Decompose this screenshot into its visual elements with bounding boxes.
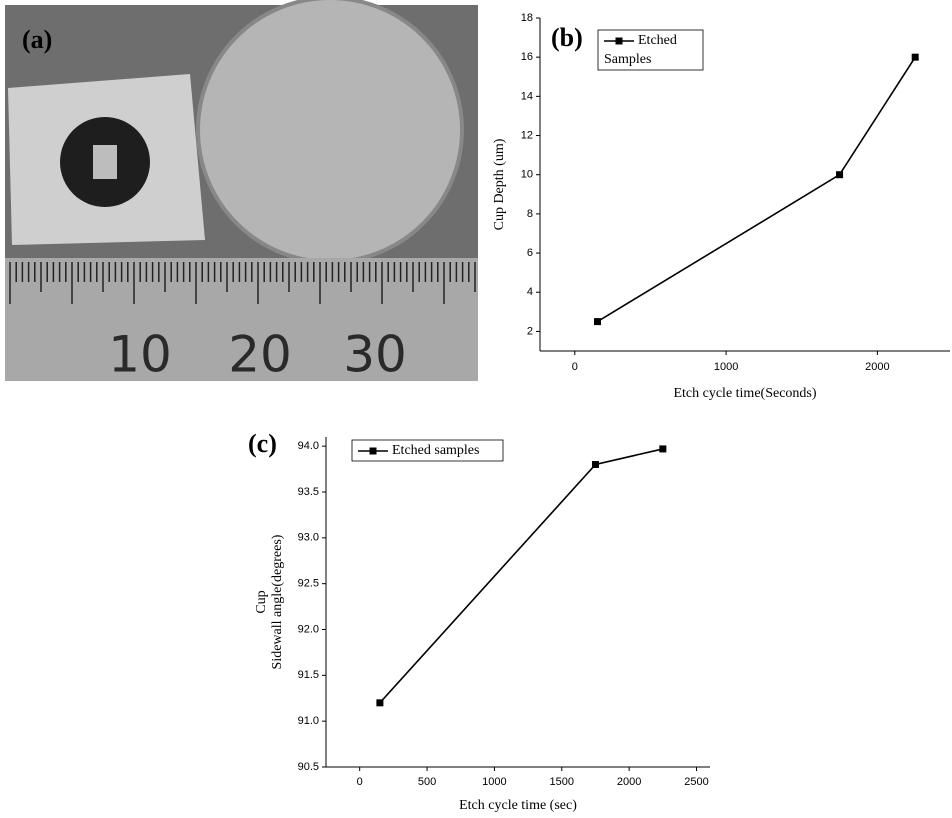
y-axis-label: Cup Depth (um) — [492, 138, 507, 230]
data-point — [836, 171, 843, 178]
x-tick-label: 2000 — [865, 361, 889, 373]
x-tick-label: 2000 — [617, 776, 641, 788]
y-tick-label: 14 — [521, 90, 533, 102]
data-point — [659, 445, 666, 452]
photo-square — [93, 145, 117, 179]
y-tick-label: 18 — [521, 12, 533, 24]
x-tick-label: 0 — [572, 361, 578, 373]
x-tick-label: 1500 — [550, 776, 574, 788]
y-tick-label: 91.0 — [298, 715, 319, 727]
y-tick-label: 10 — [521, 169, 533, 181]
figure: (a) 10 20 30 (b) 2 4 6 8 10 12 14 16 18 0 1000 2000 E… — [0, 0, 952, 818]
ruler-label: 20 — [228, 326, 292, 384]
y-tick-label: 6 — [527, 247, 533, 259]
ruler-label: 10 — [108, 326, 172, 384]
x-axis-label: Etch cycle time(Seconds) — [673, 386, 816, 401]
y-axis-label: Cup — [254, 590, 269, 613]
legend-marker — [616, 38, 623, 45]
x-tick-label: 500 — [418, 776, 436, 788]
data-point — [592, 461, 599, 468]
data-point — [594, 318, 601, 325]
data-point — [376, 699, 383, 706]
panel-label: (c) — [248, 429, 277, 458]
y-tick-label: 91.5 — [298, 669, 319, 681]
x-tick-label: 1000 — [482, 776, 506, 788]
x-tick-label: 2500 — [684, 776, 708, 788]
panel-label: (a) — [22, 25, 52, 54]
y-tick-label: 90.5 — [298, 761, 319, 773]
y-tick-label: 2 — [527, 325, 533, 337]
page: (a) 10 20 30 (b) 2 4 6 8 10 12 14 16 18 0 1000 2000 E… — [0, 0, 952, 818]
x-tick-label: 1000 — [714, 361, 738, 373]
y-tick-label: 8 — [527, 208, 533, 220]
photo-coin — [198, 0, 462, 262]
x-axis-label: Etch cycle time (sec) — [459, 798, 577, 813]
ruler-label: 30 — [343, 326, 407, 384]
y-tick-label: 94.0 — [298, 440, 319, 452]
panel-label: (b) — [551, 23, 583, 52]
photo: (a) 10 20 30 — [5, 0, 478, 384]
series-line — [597, 57, 915, 321]
y-tick-label: 16 — [521, 51, 533, 63]
y-tick-label: 12 — [521, 129, 533, 141]
y-tick-label: 4 — [527, 286, 533, 298]
data-point — [912, 54, 919, 61]
y-axis-label: Sidewall angle(degrees) — [270, 534, 285, 669]
x-tick-label: 0 — [357, 776, 363, 788]
y-tick-label: 93.0 — [298, 532, 319, 544]
y-tick-label: 92.0 — [298, 623, 319, 635]
legend-marker — [370, 448, 377, 455]
y-tick-label: 93.5 — [298, 486, 319, 498]
y-tick-label: 92.5 — [298, 578, 319, 590]
legend-label: Etched samples — [392, 443, 479, 458]
series-line — [380, 449, 663, 703]
